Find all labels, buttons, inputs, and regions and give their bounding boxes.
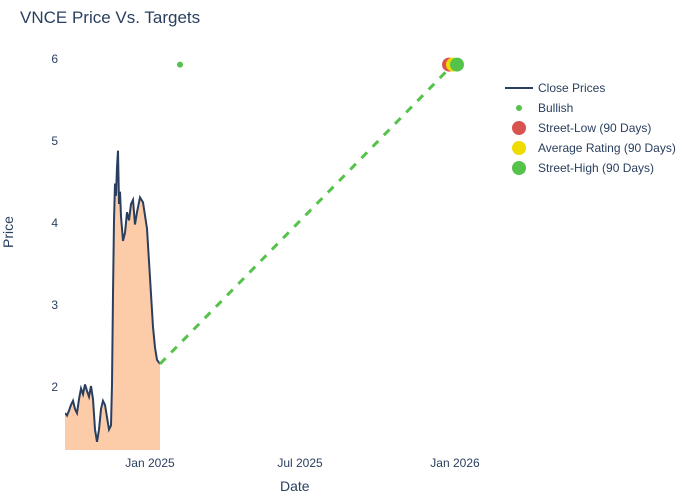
chart-title: VNCE Price Vs. Targets	[20, 8, 200, 28]
legend-item-close[interactable]: Close Prices	[504, 78, 676, 98]
ytick: 5	[51, 134, 58, 148]
xtick: Jul 2025	[277, 456, 322, 470]
legend-item-bullish[interactable]: Bullish	[504, 98, 676, 118]
plot-area	[65, 40, 495, 450]
ytick: 6	[51, 52, 58, 66]
xtick: Jan 2025	[125, 456, 174, 470]
plot-svg	[65, 40, 495, 450]
ytick: 4	[51, 216, 58, 230]
x-axis-label: Date	[280, 478, 310, 494]
legend: Close Prices Bullish Street-Low (90 Days…	[504, 78, 676, 178]
ytick: 3	[51, 298, 58, 312]
legend-item-street-low[interactable]: Street-Low (90 Days)	[504, 118, 676, 138]
xtick: Jan 2026	[430, 456, 479, 470]
legend-item-street-high[interactable]: Street-High (90 Days)	[504, 158, 676, 178]
y-axis-label: Price	[0, 216, 16, 248]
legend-item-avg-rating[interactable]: Average Rating (90 Days)	[504, 138, 676, 158]
price-targets-chart: VNCE Price Vs. Targets Price Date 6 5 4 …	[0, 0, 700, 500]
ytick: 2	[51, 380, 58, 394]
